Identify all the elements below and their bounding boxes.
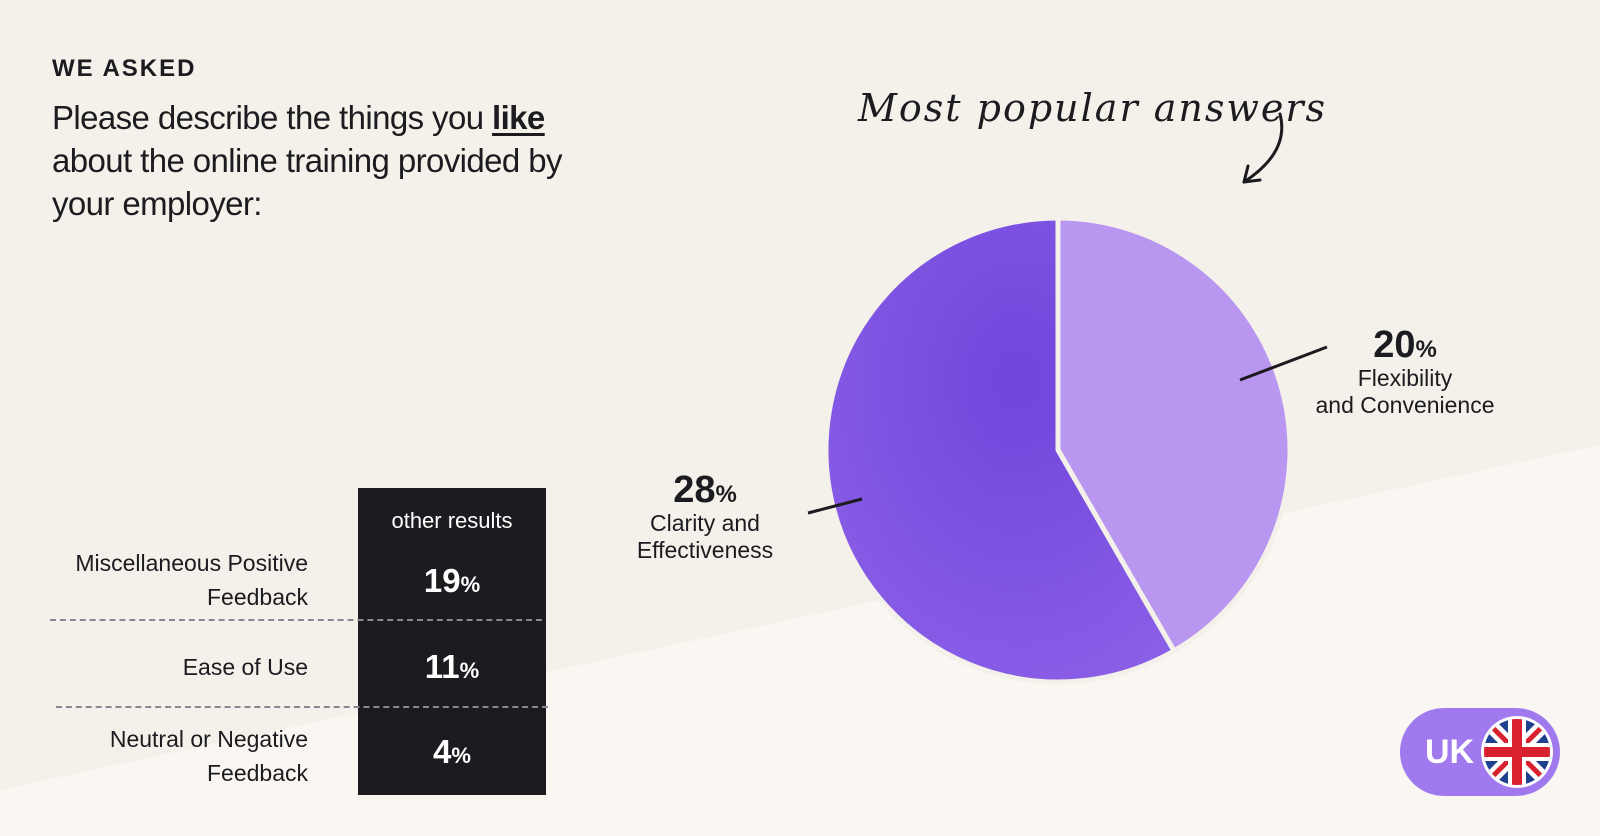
result-name-ease: Ease of Use xyxy=(182,654,308,680)
result-value-neg: 4% xyxy=(358,733,546,771)
row-divider xyxy=(56,706,548,708)
result-name-neg: Neutral or Negative Feedback xyxy=(18,722,308,790)
result-name-misc: Miscellaneous Positive Feedback xyxy=(18,546,308,614)
result-value-neg-number: 4 xyxy=(433,733,452,770)
result-name-misc-line1: Miscellaneous Positive xyxy=(75,550,308,576)
result-value-ease-unit: % xyxy=(459,658,480,683)
result-value-misc: 19% xyxy=(358,562,546,600)
uk-flag-icon xyxy=(1481,716,1553,788)
flexibility-value: 20 xyxy=(1373,324,1416,366)
result-value-ease-number: 11 xyxy=(424,648,460,685)
result-name-neg-line1: Neutral or Negative xyxy=(109,726,308,752)
pie-slice-clarity xyxy=(823,215,1177,685)
question-text-end: about the online training provided by yo… xyxy=(52,142,562,222)
flexibility-percent: 20% xyxy=(1290,325,1520,365)
clarity-percent: 28% xyxy=(610,470,800,510)
leader-line-clarity xyxy=(807,497,863,515)
result-name-misc-line2: Feedback xyxy=(206,584,308,610)
eyebrow-label: WE ASKED xyxy=(52,55,197,82)
handwritten-annotation: Most popular answers xyxy=(858,86,1328,130)
other-results-panel xyxy=(358,488,546,795)
result-name-neg-line2: Feedback xyxy=(206,760,308,786)
curved-arrow-icon xyxy=(1242,112,1284,184)
result-value-misc-unit: % xyxy=(460,572,481,597)
leader-line-flexibility xyxy=(1239,345,1328,382)
result-value-neg-unit: % xyxy=(451,743,471,768)
result-value-misc-number: 19 xyxy=(423,562,461,599)
question-emphasis: like xyxy=(492,99,545,136)
clarity-value: 28 xyxy=(673,469,716,511)
result-value-ease: 11% xyxy=(358,648,546,686)
survey-question: Please describe the things you like abou… xyxy=(52,96,612,225)
flexibility-label: 20% Flexibility and Convenience xyxy=(1290,325,1520,419)
clarity-name-line1: Clarity and xyxy=(650,510,760,536)
country-code: UK xyxy=(1425,733,1475,771)
other-results-heading: other results xyxy=(391,508,513,533)
clarity-unit: % xyxy=(715,481,737,508)
flexibility-name-line1: Flexibility xyxy=(1357,365,1453,391)
flexibility-unit: % xyxy=(1415,336,1437,363)
question-text-start: Please describe the things you xyxy=(52,99,493,136)
flexibility-name-line2: and Convenience xyxy=(1315,392,1495,418)
clarity-name-line2: Effectiveness xyxy=(636,537,774,563)
clarity-label: 28% Clarity and Effectiveness xyxy=(610,470,800,564)
pie-slice-flexibility xyxy=(1055,215,1293,654)
row-divider xyxy=(50,619,542,621)
